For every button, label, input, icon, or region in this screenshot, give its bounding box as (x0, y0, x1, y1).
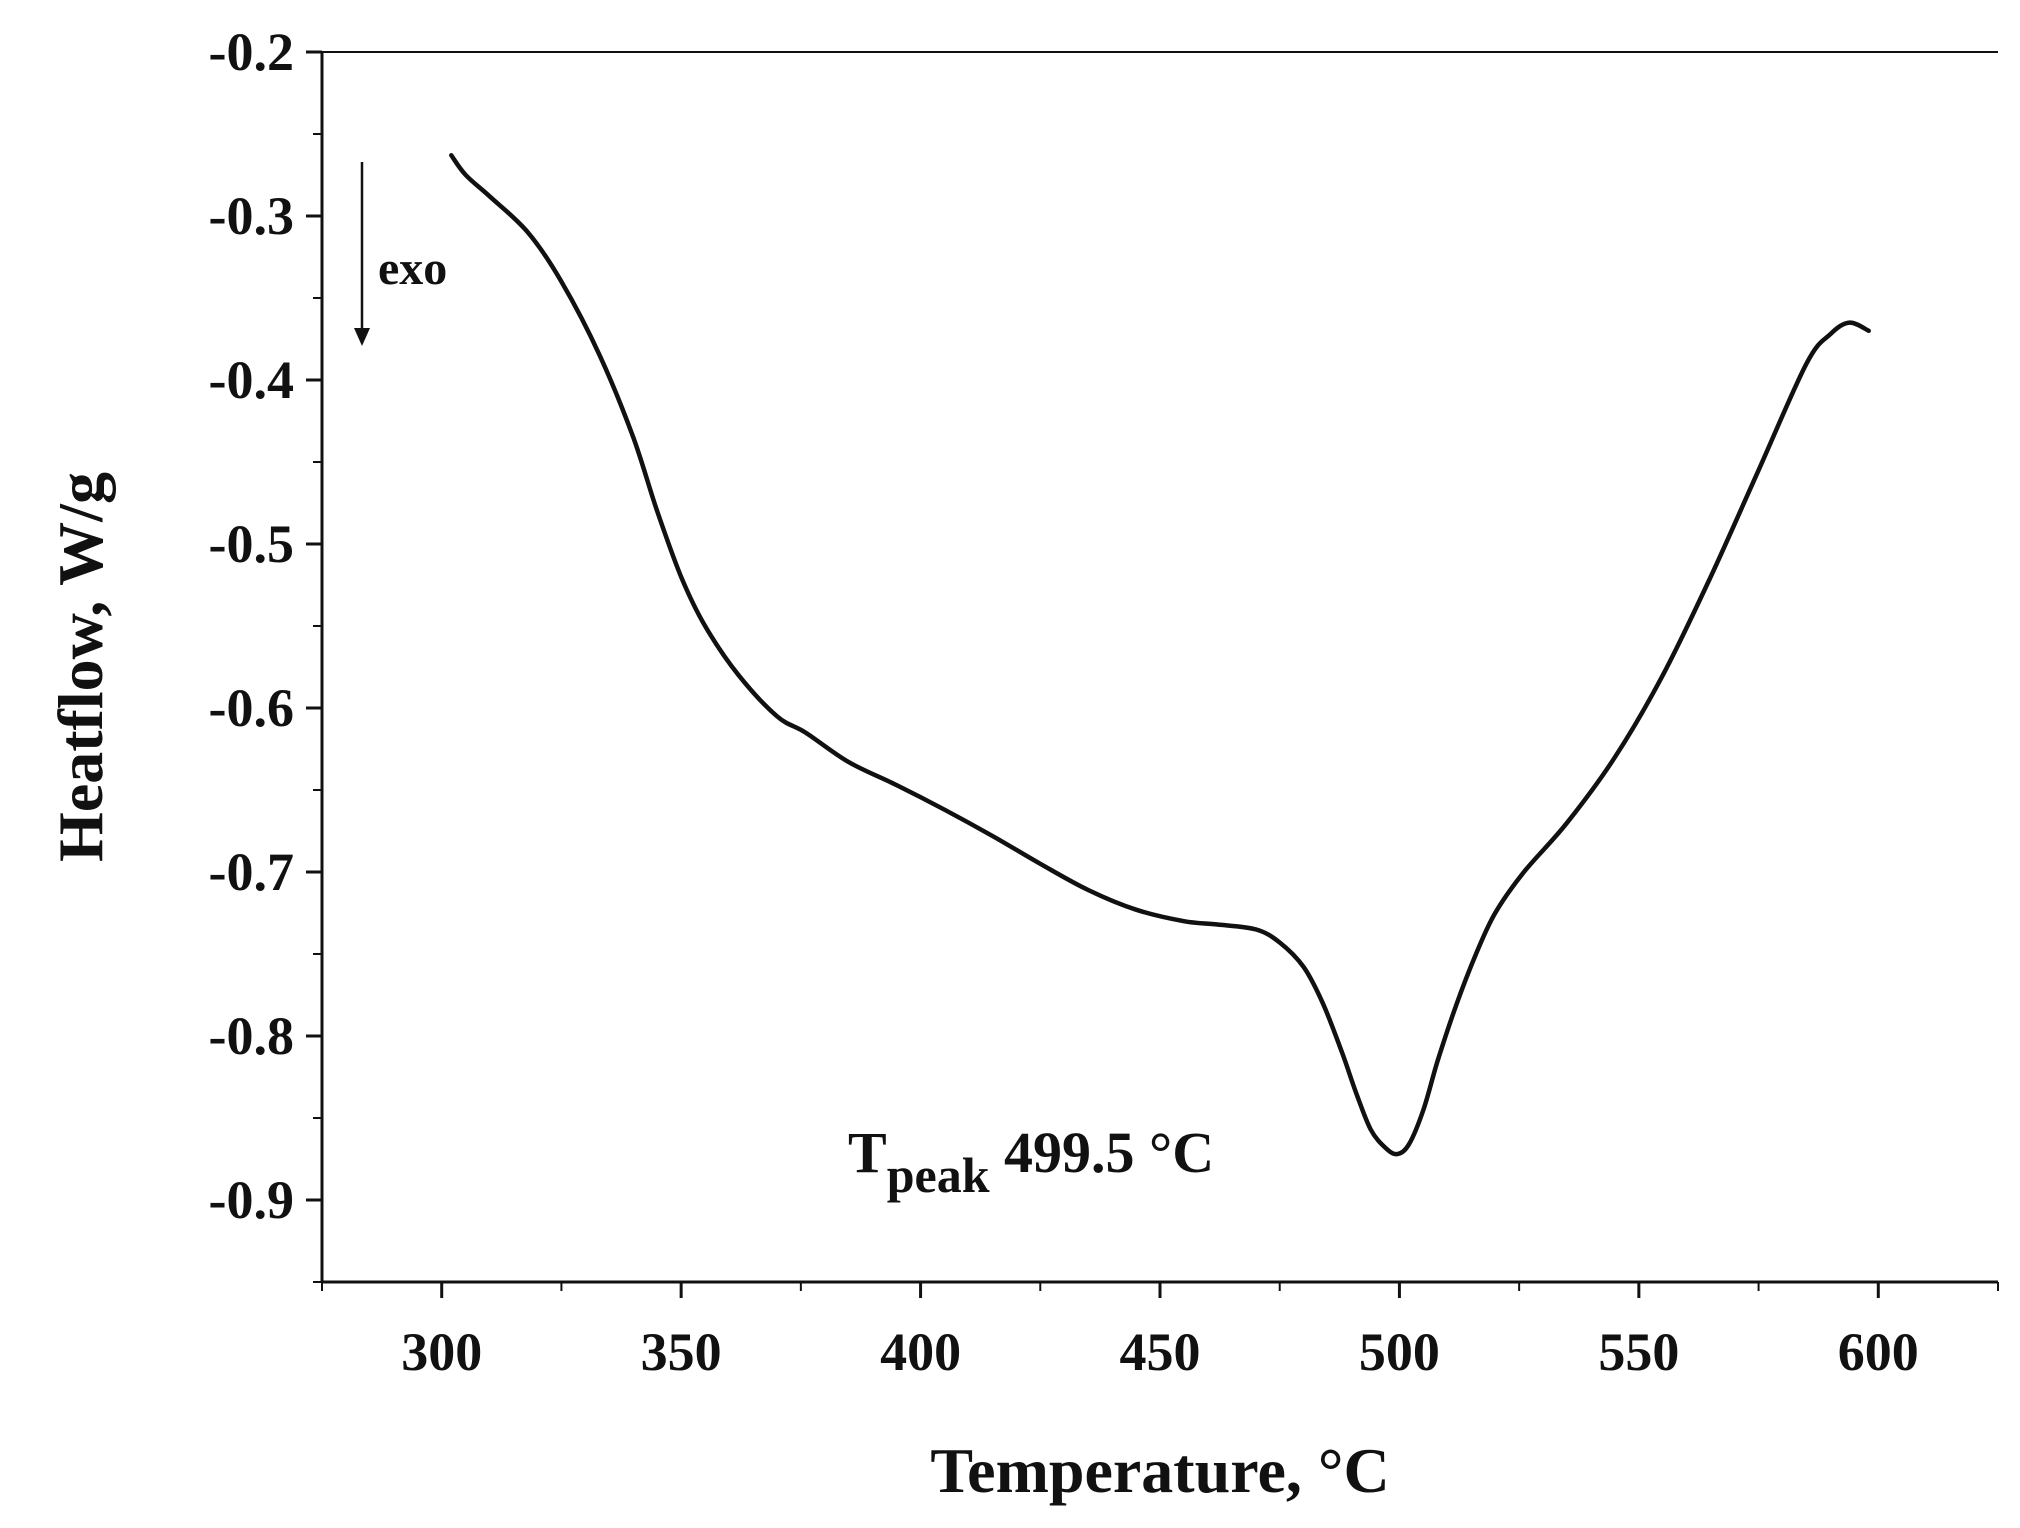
series-layer (449, 153, 1871, 1157)
plot-frame (320, 51, 1998, 1284)
exo-label: exo (378, 242, 447, 295)
peak-annotation-main: T (848, 1120, 887, 1185)
y-tick-label: -0.3 (209, 186, 294, 246)
y-tick-label: -0.7 (209, 842, 294, 902)
y-tick-label: -0.2 (209, 22, 294, 82)
y-tick-label: -0.9 (209, 1170, 294, 1230)
exo-indicator: exo (354, 162, 447, 346)
x-tick-label: 350 (641, 1322, 722, 1382)
y-axis-title: Heatflow, W/g (45, 472, 116, 862)
y-tick-label: -0.8 (209, 1006, 294, 1066)
y-axis-ticks: -0.2 -0.3 -0.4 -0.5 -0.6 -0.7 -0.8 -0.9 (209, 22, 322, 1283)
x-axis-ticks: 300 350 400 450 500 550 600 (321, 1282, 1999, 1382)
peak-annotation-value: 499.5 °C (990, 1120, 1215, 1185)
x-tick-label: 450 (1120, 1322, 1201, 1382)
y-tick-label: -0.5 (209, 514, 294, 574)
exo-arrow-head (354, 328, 370, 346)
x-tick-label: 400 (880, 1322, 961, 1382)
heatflow-series-line (449, 153, 1871, 1157)
peak-annotation: Tpeak 499.5 °C (848, 1120, 1214, 1203)
x-tick-label: 550 (1598, 1322, 1679, 1382)
y-tick-label: -0.4 (209, 350, 294, 410)
x-axis-title: Temperature, °C (930, 1435, 1389, 1506)
peak-annotation-subscript: peak (887, 1147, 990, 1203)
x-tick-label: 500 (1359, 1322, 1440, 1382)
y-tick-label: -0.6 (209, 678, 294, 738)
x-tick-label: 300 (401, 1322, 482, 1382)
x-tick-label: 600 (1838, 1322, 1919, 1382)
